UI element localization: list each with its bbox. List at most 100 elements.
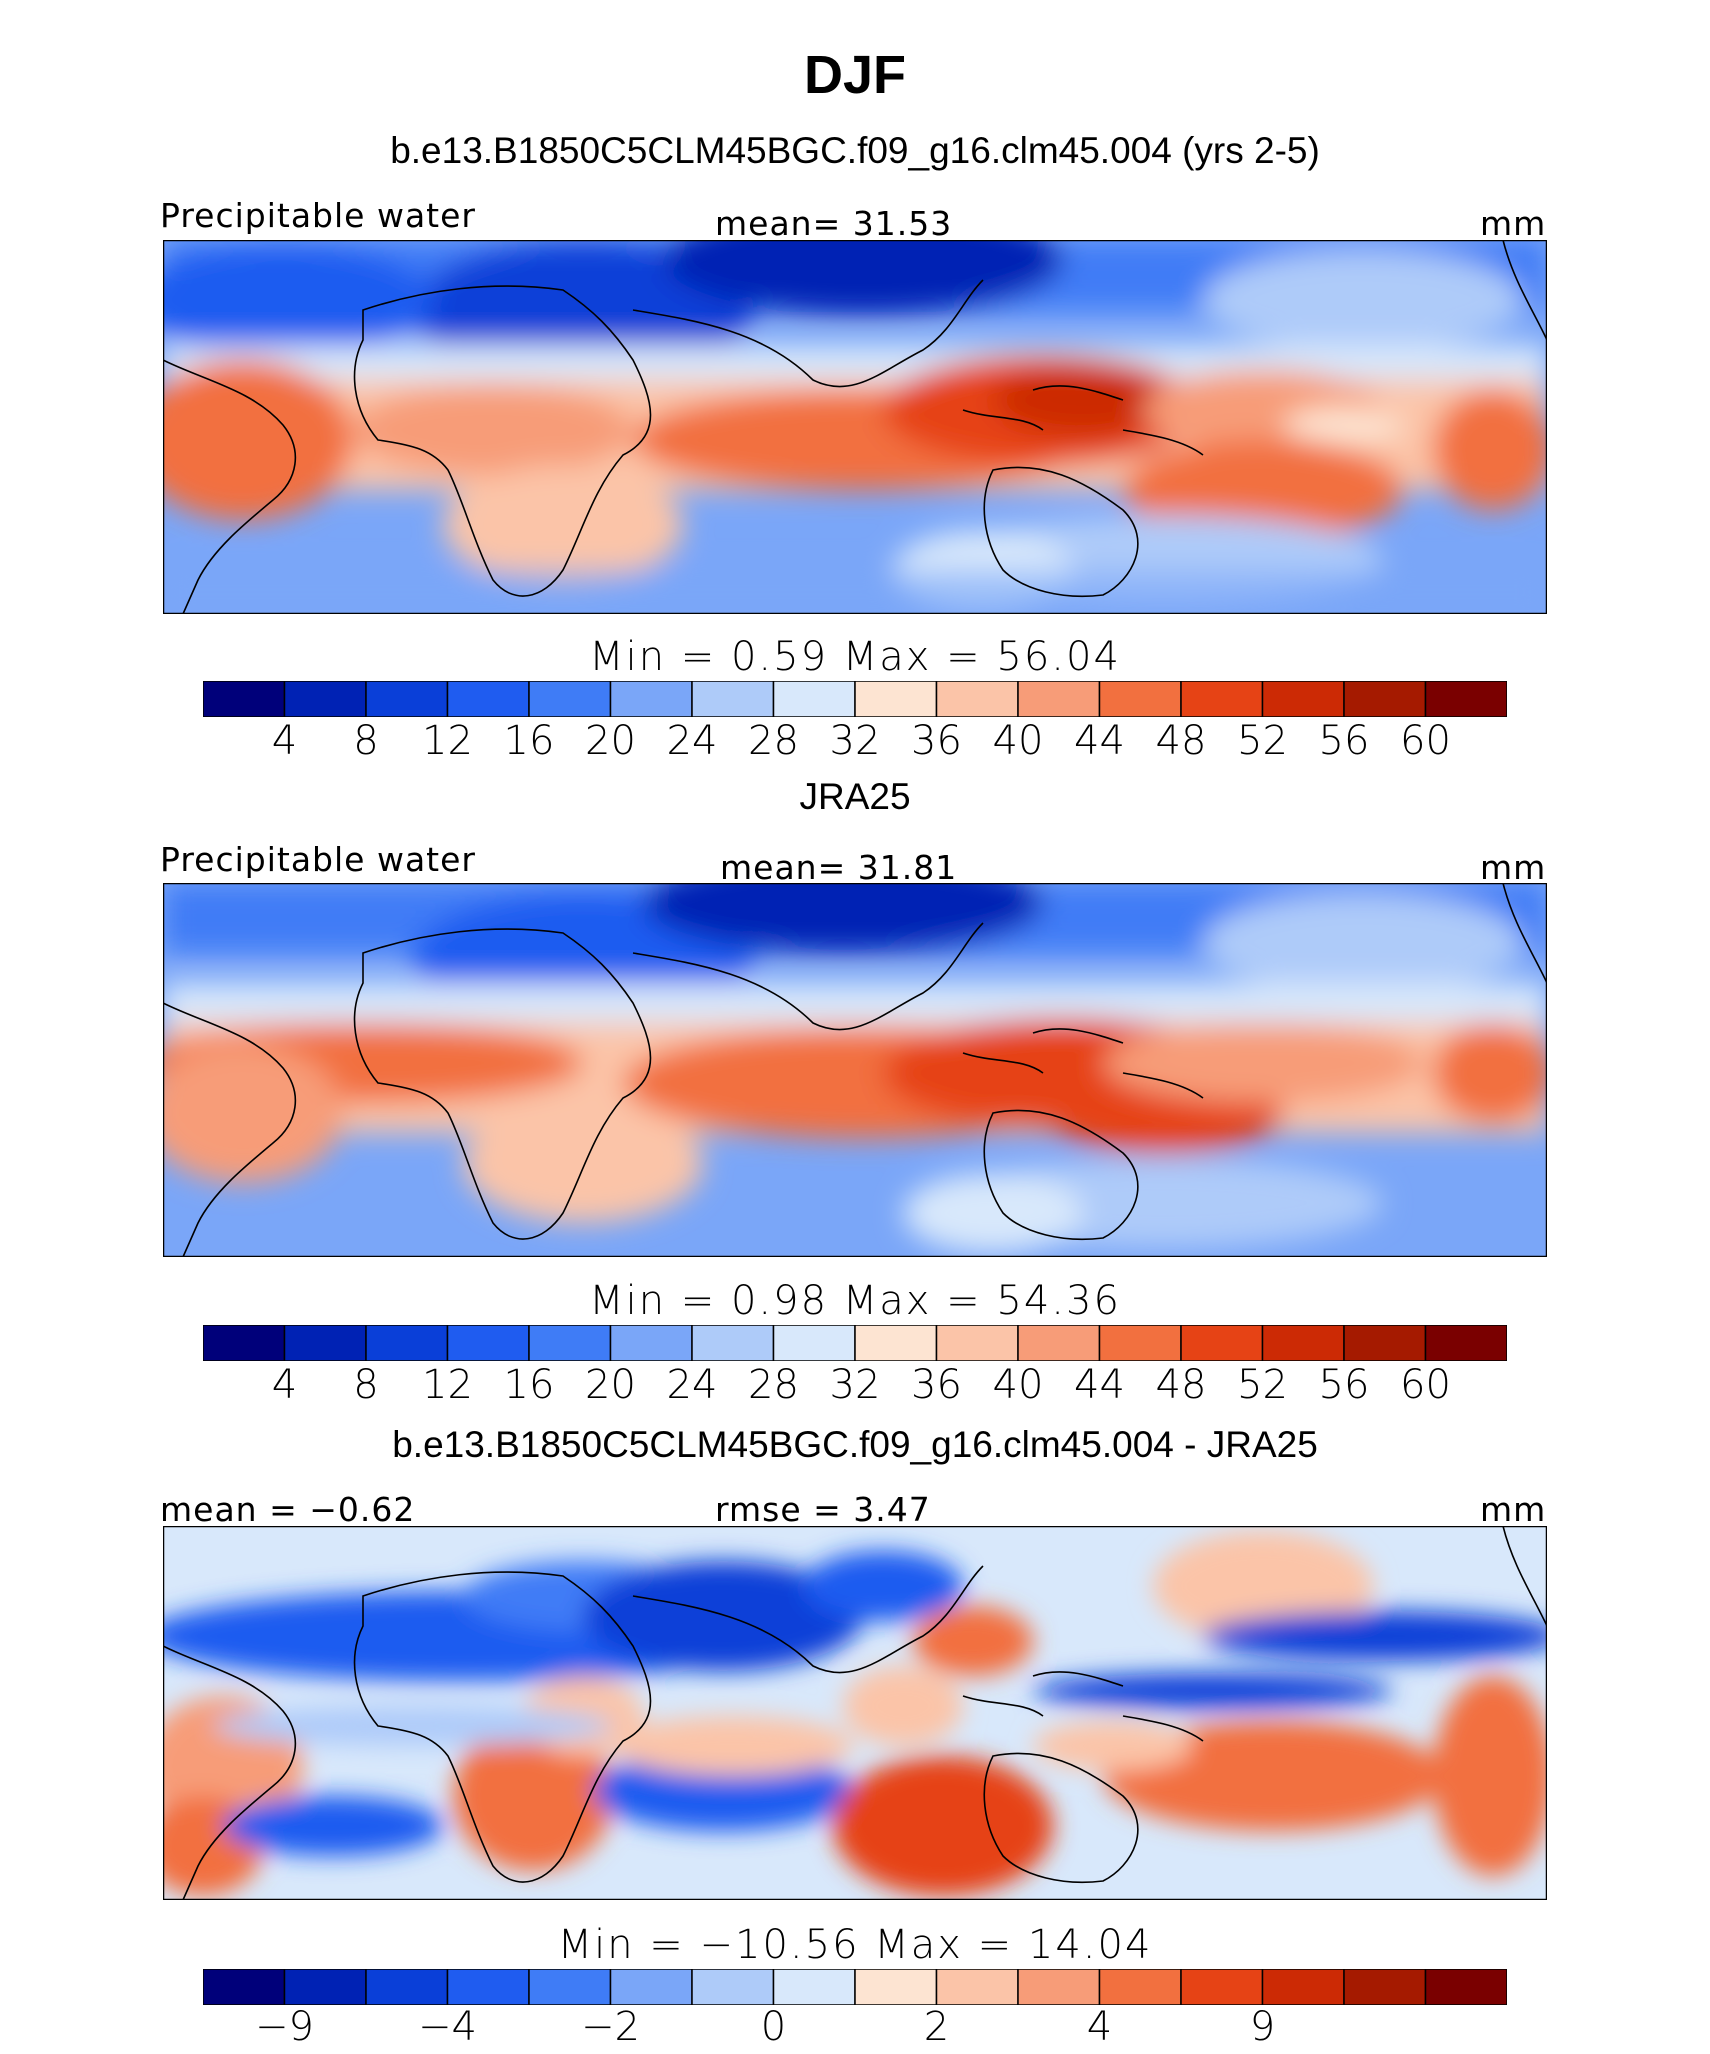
colorbar-swatch xyxy=(283,1324,367,1362)
colorbar-swatch xyxy=(446,1324,530,1362)
colorbar-swatch xyxy=(1180,680,1264,718)
panel-2-title: JRA25 xyxy=(799,776,911,817)
panel-2-colorbar xyxy=(202,1324,1508,1362)
colorbar-tick-label: 52 xyxy=(1237,1362,1288,1408)
colorbar-swatch xyxy=(772,1968,856,2006)
colorbar-tick-label: 32 xyxy=(829,718,881,764)
colorbar-swatch xyxy=(528,1324,612,1362)
colorbar-tick-label: 44 xyxy=(1074,1362,1125,1408)
colorbar-swatch xyxy=(365,1968,449,2006)
colorbar-swatch xyxy=(691,1324,775,1362)
colorbar-swatch xyxy=(202,680,286,718)
colorbar-tick-label: 8 xyxy=(353,718,379,764)
colorbar-tick-label: 12 xyxy=(422,1362,473,1408)
panel-1-map xyxy=(163,240,1547,614)
colorbar-swatch xyxy=(528,680,612,718)
colorbar-swatch xyxy=(446,1968,530,2006)
colorbar-swatch xyxy=(1424,1968,1508,2006)
colorbar-swatch xyxy=(1098,680,1182,718)
colorbar-swatch xyxy=(1424,680,1508,718)
colorbar-tick-label: 28 xyxy=(748,718,799,764)
colorbar-tick-label: 16 xyxy=(503,1362,555,1408)
colorbar-tick-label: 0 xyxy=(760,2004,787,2050)
colorbar-tick-label: 9 xyxy=(1249,2004,1276,2050)
panel-3-map xyxy=(163,1526,1547,1900)
colorbar-tick-label: 44 xyxy=(1074,718,1125,764)
colorbar-tick-label: −2 xyxy=(581,2004,640,2050)
colorbar-swatch xyxy=(1261,1324,1345,1362)
colorbar-tick-label: 20 xyxy=(585,718,636,764)
panel-3-minmax: Min = −10.56 Max = 14.04 xyxy=(557,1922,1153,1968)
colorbar-swatch xyxy=(772,1324,856,1362)
colorbar-swatch xyxy=(283,680,367,718)
colorbar-tick-label: −4 xyxy=(418,2004,477,2050)
panel-3-rmse-label: rmse = 3.47 xyxy=(715,1490,931,1529)
panel-3-unit-label: mm xyxy=(1480,1490,1547,1529)
colorbar-swatch xyxy=(609,1324,693,1362)
colorbar-swatch xyxy=(1098,1968,1182,2006)
colorbar-tick-label: 24 xyxy=(666,1362,718,1408)
colorbar-tick-label: 36 xyxy=(911,1362,962,1408)
colorbar-swatch xyxy=(1017,1968,1101,2006)
africa-outline xyxy=(353,285,652,597)
colorbar-swatch xyxy=(528,1968,612,2006)
colorbar-tick-label: 12 xyxy=(422,718,473,764)
colorbar-swatch xyxy=(1180,1968,1264,2006)
maritime-islands-outline xyxy=(962,385,1204,456)
colorbar-swatch xyxy=(1343,680,1427,718)
colorbar-tick-label: 52 xyxy=(1237,718,1288,764)
colorbar-swatch xyxy=(202,1324,286,1362)
colorbar-swatch xyxy=(1343,1968,1427,2006)
colorbar-swatch xyxy=(365,1324,449,1362)
colorbar-swatch xyxy=(365,680,449,718)
panel-2-minmax: Min = 0.98 Max = 54.36 xyxy=(589,1278,1121,1324)
colorbar-tick-label: 20 xyxy=(585,1362,636,1408)
panel-1-colorbar xyxy=(202,680,1508,718)
colorbar-tick-label: 4 xyxy=(1086,2004,1113,2050)
colorbar-tick-label: 48 xyxy=(1155,718,1207,764)
colorbar-swatch xyxy=(691,680,775,718)
colorbar-tick-label: 40 xyxy=(992,1362,1044,1408)
colorbar-swatch xyxy=(854,680,938,718)
panel-3-mean-label: mean = −0.62 xyxy=(160,1490,416,1529)
colorbar-tick-label: 4 xyxy=(271,718,298,764)
colorbar-swatch xyxy=(1261,680,1345,718)
panel-2-left-label: Precipitable water xyxy=(160,840,476,879)
colorbar-swatch xyxy=(1017,680,1101,718)
colorbar-swatch xyxy=(609,680,693,718)
colorbar-tick-label: 56 xyxy=(1318,1362,1370,1408)
colorbar-swatch xyxy=(935,1324,1019,1362)
colorbar-swatch xyxy=(935,1968,1019,2006)
colorbar-tick-label: 40 xyxy=(992,718,1044,764)
colorbar-swatch xyxy=(854,1968,938,2006)
panel-2-colorbar-ticks: 4 8 12 16 20 24 28 32 36 40 44 48 52 56 60 xyxy=(0,1362,1710,1412)
colorbar-swatch xyxy=(1424,1324,1508,1362)
panel-1-colorbar-ticks: 4 8 12 16 20 24 28 32 36 40 44 48 52 56 60 xyxy=(0,718,1710,768)
colorbar-tick-label: 60 xyxy=(1400,1362,1451,1408)
figure-title: DJF xyxy=(803,45,906,105)
colorbar-swatch xyxy=(935,680,1019,718)
panel-2-map xyxy=(163,883,1547,1257)
colorbar-tick-label: 56 xyxy=(1318,718,1370,764)
panel-1-unit-label: mm xyxy=(1480,204,1547,243)
colorbar-tick-label: 4 xyxy=(271,1362,298,1408)
panel-3-colorbar xyxy=(202,1968,1508,2006)
panel-1-minmax: Min = 0.59 Max = 56.04 xyxy=(589,634,1121,680)
colorbar-swatch xyxy=(854,1324,938,1362)
panel-3-title: b.e13.B1850C5CLM45BGC.f09_g16.clm45.004 … xyxy=(392,1424,1318,1465)
colorbar-tick-label: 8 xyxy=(353,1362,379,1408)
colorbar-swatch xyxy=(1343,1324,1427,1362)
panel-1-title: b.e13.B1850C5CLM45BGC.f09_g16.clm45.004 … xyxy=(390,130,1320,171)
colorbar-tick-label: 32 xyxy=(829,1362,881,1408)
colorbar-tick-label: 28 xyxy=(748,1362,799,1408)
south-america-outline xyxy=(163,359,297,614)
colorbar-swatch xyxy=(691,1968,775,2006)
colorbar-swatch xyxy=(1180,1324,1264,1362)
panel-2-mean-label: mean= 31.81 xyxy=(720,848,958,887)
north-america-outline xyxy=(1502,240,1547,341)
colorbar-swatch xyxy=(446,680,530,718)
colorbar-swatch xyxy=(1017,1324,1101,1362)
australia-outline xyxy=(983,466,1139,598)
colorbar-tick-label: 2 xyxy=(923,2004,950,2050)
colorbar-tick-label: 36 xyxy=(911,718,962,764)
